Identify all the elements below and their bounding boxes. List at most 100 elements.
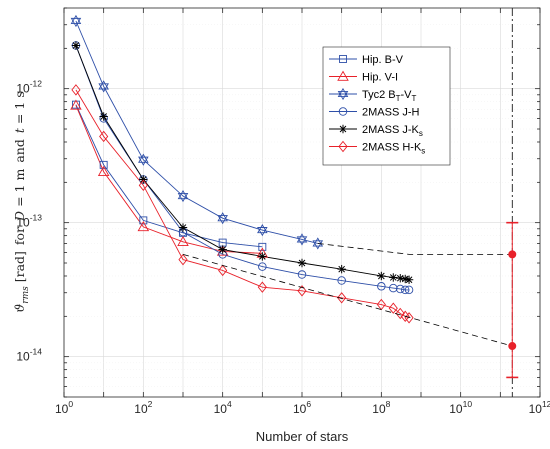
x-tick-label: 102 — [134, 399, 152, 416]
asterisk-stroke — [72, 42, 80, 49]
data-point-hip-b-v — [139, 216, 148, 225]
data-point-2mass-j-ks — [71, 41, 81, 50]
axis-ticks — [63, 7, 541, 398]
hexagram-tri — [217, 212, 228, 222]
y-label-eq1: = 1 m — [12, 169, 27, 207]
data-point-hip-b-v — [258, 242, 267, 251]
data-point-2mass-h-ks — [71, 84, 81, 96]
asterisk-stroke — [338, 265, 345, 273]
data-point-2mass-h-ks — [388, 302, 398, 314]
data-point-2mass-j-ks — [139, 175, 148, 184]
data-point-2mass-j-ks — [404, 275, 414, 284]
legend-marker-2mass-j-h — [338, 107, 348, 116]
y-tick-labels: 10-14 10-13 10-12 — [16, 79, 42, 364]
data-point-2mass-h-ks — [178, 253, 188, 266]
data-point-2mass-h-ks — [257, 281, 267, 293]
x-tick-labels: 100 102 104 106 108 1010 1012 — [55, 399, 550, 416]
hexagram-tri — [337, 87, 349, 98]
data-point-2mass-h-ks — [337, 292, 347, 304]
y-label-d: D — [12, 211, 27, 222]
x-tick-label: 106 — [293, 399, 311, 416]
series-line-2mass-h-ks — [75, 89, 410, 319]
y-label-t: t — [12, 127, 27, 133]
annotations — [182, 8, 519, 397]
data-point-2mass-h-ks — [297, 285, 307, 297]
data-point-2mass-j-h — [258, 262, 267, 271]
asterisk-stroke — [298, 259, 306, 267]
hexagram-tri — [177, 189, 189, 200]
asterisk-stroke — [378, 272, 385, 280]
hexagram-tri — [296, 236, 308, 246]
data-point-tyc2-bt-vt — [177, 189, 189, 203]
data-point-tyc2-bt-vt — [257, 224, 268, 237]
legend-marker-2mass-j-ks — [338, 124, 348, 134]
series-line-tyc2-bt-vt — [75, 20, 318, 244]
data-point-tyc2-bt-vt — [312, 237, 324, 250]
legend-label-tyc2-bt-vt: Tyc2 BT-VT — [362, 89, 417, 103]
extrapolation-line — [317, 243, 513, 255]
y-label-unit: [rad] — [12, 251, 27, 282]
data-point-2mass-j-h — [389, 283, 398, 293]
data-point-2mass-j-h — [337, 276, 346, 285]
y-tick-label: 10-14 — [16, 347, 42, 364]
data-point-2mass-h-ks — [404, 312, 414, 324]
legend-label-2mass-j-h: 2MASS J-H — [362, 107, 420, 119]
data-point-2mass-j-h — [377, 282, 386, 291]
asterisk-stroke — [100, 113, 107, 120]
data-point-hip-v-i — [137, 220, 150, 232]
y-label-symbol: ϑ — [12, 304, 27, 313]
hexagram-tri — [70, 14, 82, 25]
asterisk-stroke — [339, 125, 347, 133]
data-point-tyc2-bt-vt — [138, 153, 149, 166]
hexagram-tri — [98, 80, 109, 90]
asterisk-stroke — [389, 274, 397, 281]
legend-label-hip-b-v: Hip. B-V — [362, 54, 404, 66]
hexagram-tri — [217, 215, 228, 225]
data-point-hip-b-v — [99, 160, 108, 169]
y-label-and: and — [12, 139, 27, 163]
data-point-2mass-j-h — [404, 285, 414, 295]
hexagram-tri — [312, 240, 324, 250]
x-tick-label: 108 — [372, 399, 390, 416]
y-label-subscript: rms — [21, 286, 31, 304]
data-point-2mass-j-ks — [389, 273, 398, 282]
legend-label-hip-v-i: Hip. V-I — [362, 72, 398, 84]
y-label-eq2: = 1 s — [12, 91, 27, 124]
data-point-2mass-j-ks — [297, 258, 307, 268]
data-point-hip-v-i — [70, 99, 82, 110]
data-point-hip-v-i — [177, 235, 189, 247]
data-point-2mass-j-ks — [337, 264, 346, 274]
x-tick-label: 104 — [214, 399, 232, 416]
legend-marker-tyc2-bt-vt — [337, 87, 349, 101]
data-point-hip-v-i — [97, 165, 110, 176]
data-point-2mass-j-ks — [258, 252, 267, 261]
legend-box — [322, 46, 451, 166]
series-line-hip-v-i — [75, 105, 263, 254]
hexagram-tri — [98, 83, 109, 93]
hexagram-tri — [312, 237, 324, 247]
y-label-for: for — [12, 227, 27, 245]
hexagram-tri — [337, 90, 349, 101]
series-line-hip-b-v — [75, 104, 263, 248]
data-point-hip-v-i — [216, 245, 229, 256]
hexagram-tri — [138, 153, 149, 163]
hexagram-tri — [70, 17, 82, 28]
data-point-2mass-j-ks — [377, 271, 386, 281]
hexagram-tri — [138, 156, 149, 166]
y-tick-label: 10-13 — [16, 213, 42, 230]
series-markers — [70, 14, 414, 324]
x-tick-label: 1010 — [449, 399, 472, 416]
data-point-2mass-j-h — [297, 270, 307, 279]
x-tick-label: 100 — [55, 399, 73, 416]
data-point-2mass-j-ks — [178, 223, 188, 232]
asterisk-stroke — [179, 224, 187, 231]
data-point-2mass-j-h — [400, 285, 410, 295]
hexagram-tri — [296, 233, 308, 243]
data-point-2mass-h-ks — [395, 307, 405, 320]
data-point-tyc2-bt-vt — [98, 80, 109, 93]
asterisk-stroke — [401, 275, 409, 283]
asterisk-stroke — [140, 176, 147, 183]
data-point-2mass-h-ks — [99, 130, 109, 143]
data-point-2mass-j-ks — [218, 245, 227, 254]
